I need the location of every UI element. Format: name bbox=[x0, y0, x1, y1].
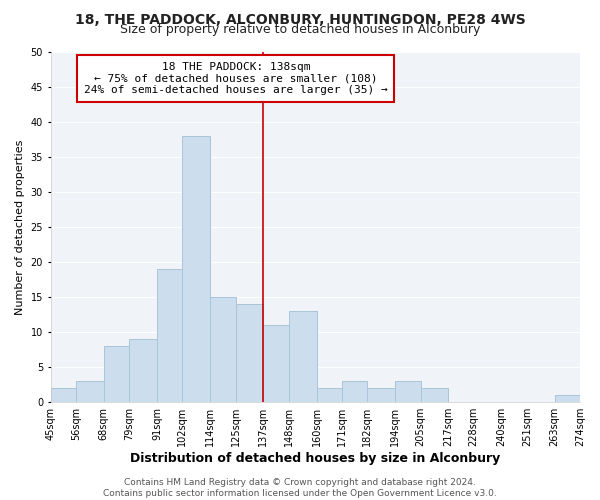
Bar bbox=[76, 381, 104, 402]
Bar bbox=[554, 395, 580, 402]
Text: 18 THE PADDOCK: 138sqm
← 75% of detached houses are smaller (108)
24% of semi-de: 18 THE PADDOCK: 138sqm ← 75% of detached… bbox=[84, 62, 388, 95]
Bar bbox=[317, 388, 342, 402]
Bar bbox=[210, 297, 236, 402]
Bar bbox=[104, 346, 129, 402]
Bar bbox=[263, 325, 289, 402]
X-axis label: Distribution of detached houses by size in Alconbury: Distribution of detached houses by size … bbox=[130, 452, 500, 465]
Bar bbox=[129, 339, 157, 402]
Text: Contains HM Land Registry data © Crown copyright and database right 2024.
Contai: Contains HM Land Registry data © Crown c… bbox=[103, 478, 497, 498]
Bar bbox=[50, 388, 76, 402]
Bar bbox=[395, 381, 421, 402]
Text: Size of property relative to detached houses in Alconbury: Size of property relative to detached ho… bbox=[120, 22, 480, 36]
Bar bbox=[342, 381, 367, 402]
Y-axis label: Number of detached properties: Number of detached properties bbox=[15, 139, 25, 314]
Bar bbox=[236, 304, 263, 402]
Bar bbox=[289, 311, 317, 402]
Bar bbox=[367, 388, 395, 402]
Bar bbox=[182, 136, 210, 402]
Text: 18, THE PADDOCK, ALCONBURY, HUNTINGDON, PE28 4WS: 18, THE PADDOCK, ALCONBURY, HUNTINGDON, … bbox=[74, 12, 526, 26]
Bar bbox=[421, 388, 448, 402]
Bar bbox=[157, 269, 182, 402]
